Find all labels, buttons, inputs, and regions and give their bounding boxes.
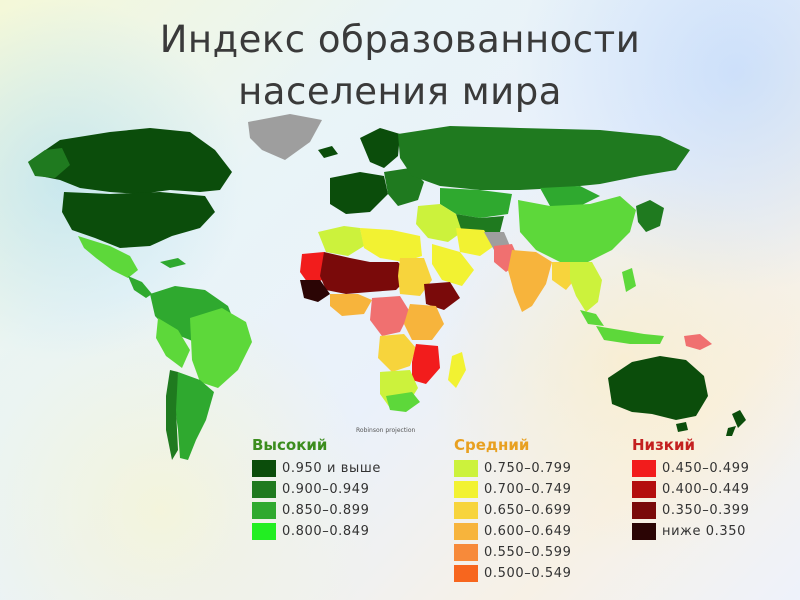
region-east-africa — [404, 304, 444, 340]
legend-swatch — [632, 523, 656, 540]
legend-medium-heading: Средний — [454, 436, 530, 454]
legend-item: 0.450–0.499 — [632, 458, 750, 479]
legend-item: 0.350–0.399 — [632, 500, 750, 521]
region-libya-egypt — [360, 228, 422, 262]
title-line-2: населения мира — [238, 70, 562, 113]
legend-item: 0.500–0.549 — [454, 563, 572, 584]
region-southeast-asia — [570, 262, 602, 312]
region-ethiopia — [424, 282, 460, 310]
legend-label: 0.400–0.449 — [662, 482, 750, 497]
region-central-africa — [370, 296, 410, 336]
legend-item: 0.750–0.799 — [454, 458, 572, 479]
title-line-1: Индекс образованности — [159, 18, 641, 61]
legend-item: ниже 0.350 — [632, 521, 750, 542]
region-russia — [398, 126, 690, 190]
legend-label: 0.950 и выше — [282, 461, 381, 476]
legend-label: 0.800–0.849 — [282, 524, 370, 539]
region-australia — [608, 356, 708, 420]
legend-label: 0.600–0.649 — [484, 524, 572, 539]
legend-swatch — [252, 523, 276, 540]
legend-item: 0.600–0.649 — [454, 521, 572, 542]
legend-swatch — [454, 544, 478, 561]
legend-label: 0.650–0.699 — [484, 503, 572, 518]
region-north-africa-west — [318, 226, 364, 256]
region-png — [684, 334, 712, 350]
region-mexico — [78, 236, 138, 278]
region-caribbean — [160, 258, 186, 268]
legend-label: ниже 0.350 — [662, 524, 747, 539]
region-india — [508, 250, 552, 312]
page-title: Индекс образованности населения мира — [0, 14, 800, 118]
region-argentina — [174, 372, 214, 460]
region-mongolia — [540, 186, 600, 206]
region-drc-angola — [378, 334, 416, 372]
region-west-coast — [300, 280, 330, 302]
region-middle-east — [416, 204, 462, 242]
region-madagascar — [448, 352, 466, 388]
legend-label: 0.500–0.549 — [484, 566, 572, 581]
region-iceland — [318, 146, 338, 158]
legend-swatch — [632, 502, 656, 519]
legend-item: 0.550–0.599 — [454, 542, 572, 563]
region-greenland — [248, 114, 322, 160]
region-chile — [166, 370, 178, 460]
region-brazil — [190, 308, 252, 388]
legend-label: 0.850–0.899 — [282, 503, 370, 518]
legend-swatch — [252, 460, 276, 477]
region-mozambique — [412, 344, 440, 384]
legend-swatch — [454, 502, 478, 519]
legend-label: 0.700–0.749 — [484, 482, 572, 497]
legend-swatch — [632, 481, 656, 498]
region-iran — [456, 228, 494, 256]
legend-swatch — [632, 460, 656, 477]
region-scandinavia — [360, 128, 400, 168]
region-usa — [62, 192, 215, 248]
legend-swatch — [454, 523, 478, 540]
region-indonesia — [596, 326, 664, 344]
region-gulf-guinea — [330, 294, 372, 316]
legend-swatch — [454, 565, 478, 582]
legend-swatch — [454, 460, 478, 477]
legend-low-heading: Низкий — [632, 436, 695, 454]
legend-swatch — [252, 481, 276, 498]
legend-swatch — [252, 502, 276, 519]
region-tasmania — [676, 422, 688, 432]
legend-item: 0.400–0.449 — [632, 479, 750, 500]
region-peru-bolivia — [156, 318, 190, 368]
region-kazakhstan — [440, 188, 512, 218]
legend-low: Низкий 0.450–0.499 0.400–0.449 0.350–0.3… — [632, 436, 750, 542]
region-sahel — [320, 252, 410, 294]
legend-label: 0.900–0.949 — [282, 482, 370, 497]
legend-item: 0.650–0.699 — [454, 500, 572, 521]
region-sudan — [398, 258, 432, 296]
region-china — [518, 196, 636, 262]
legend-label: 0.350–0.399 — [662, 503, 750, 518]
region-korea-japan — [636, 200, 664, 232]
region-malaysia — [580, 310, 604, 326]
legend-swatch — [454, 481, 478, 498]
region-central-america — [128, 276, 152, 298]
region-south-africa — [386, 392, 420, 412]
legend-high-heading: Высокий — [252, 436, 328, 454]
region-new-zealand — [726, 410, 746, 436]
region-canada — [28, 128, 232, 194]
legend-item: 0.850–0.899 — [252, 500, 381, 521]
legend-medium: Средний 0.750–0.799 0.700–0.749 0.650–0.… — [454, 436, 572, 584]
legend-item: 0.950 и выше — [252, 458, 381, 479]
legend-label: 0.750–0.799 — [484, 461, 572, 476]
legend-item: 0.700–0.749 — [454, 479, 572, 500]
legend-item: 0.900–0.949 — [252, 479, 381, 500]
legend-item: 0.800–0.849 — [252, 521, 381, 542]
region-alaska — [28, 148, 70, 178]
region-western-europe — [330, 172, 388, 214]
region-philippines — [622, 268, 636, 292]
region-eastern-europe — [384, 168, 424, 206]
region-arabia — [432, 244, 474, 286]
legend-high: Высокий 0.950 и выше 0.900–0.949 0.850–0… — [252, 436, 381, 542]
legend-label: 0.450–0.499 — [662, 461, 750, 476]
scale-caption: Robinson projection — [356, 427, 416, 434]
legend-label: 0.550–0.599 — [484, 545, 572, 560]
